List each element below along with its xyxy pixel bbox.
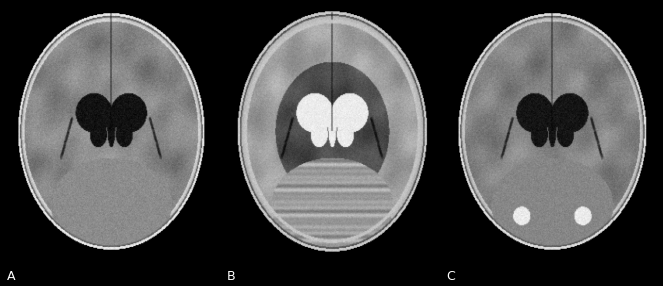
Text: A: A (7, 270, 15, 283)
Text: C: C (446, 270, 455, 283)
Text: B: B (227, 270, 235, 283)
